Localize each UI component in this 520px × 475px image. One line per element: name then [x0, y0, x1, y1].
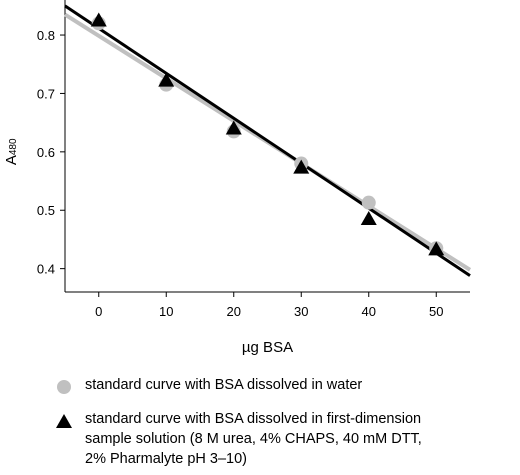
data-point-sample-solution	[225, 120, 242, 135]
y-axis-title-subscript: 480	[8, 138, 19, 155]
data-point-water	[361, 195, 376, 210]
legend-triangle-marker-icon	[56, 414, 72, 428]
data-point-sample-solution	[428, 241, 445, 256]
y-tick-label: 0.6	[37, 145, 55, 160]
chart-plot: 0 10 20 30 40 50 0.4 0.5 0.6 0.7 0.8 µg BSA A480	[3, 0, 472, 356]
fit-line-sample-solution	[64, 4, 471, 277]
x-tick-label: 40	[362, 304, 376, 319]
data-point-sample-solution	[90, 12, 107, 27]
x-axis-title: µg BSA	[242, 339, 293, 356]
legend-label-sample-solution: standard curve with BSA dissolved in fir…	[85, 411, 422, 467]
y-axis-title: A480	[3, 138, 20, 165]
plot-area: 0 10 20 30 40 50 0.4 0.5 0.6 0.7 0.8	[37, 0, 472, 319]
data-point-sample-solution	[360, 211, 377, 225]
x-tick-label: 30	[294, 304, 308, 319]
legend-item-water: standard curve with BSA dissolved in wat…	[55, 375, 515, 395]
x-tick-label: 50	[429, 304, 443, 319]
data-point-sample-solution	[293, 159, 310, 174]
legend-label-water: standard curve with BSA dissolved in wat…	[85, 377, 363, 393]
y-tick-label: 0.5	[37, 203, 55, 218]
data-point-sample-solution	[158, 72, 175, 87]
x-tick-label: 0	[95, 304, 102, 319]
legend-item-sample-solution: standard curve with BSA dissolved in fir…	[55, 409, 515, 469]
x-tick-label: 10	[159, 304, 173, 319]
legend-circle-marker-icon	[57, 380, 71, 394]
y-axis-title-main: A	[3, 155, 20, 165]
y-tick-label: 0.4	[37, 262, 55, 277]
y-tick-label: 0.7	[37, 86, 55, 101]
y-tick-label: 0.8	[37, 28, 55, 43]
legend: standard curve with BSA dissolved in wat…	[55, 375, 515, 469]
x-tick-label: 20	[227, 304, 241, 319]
